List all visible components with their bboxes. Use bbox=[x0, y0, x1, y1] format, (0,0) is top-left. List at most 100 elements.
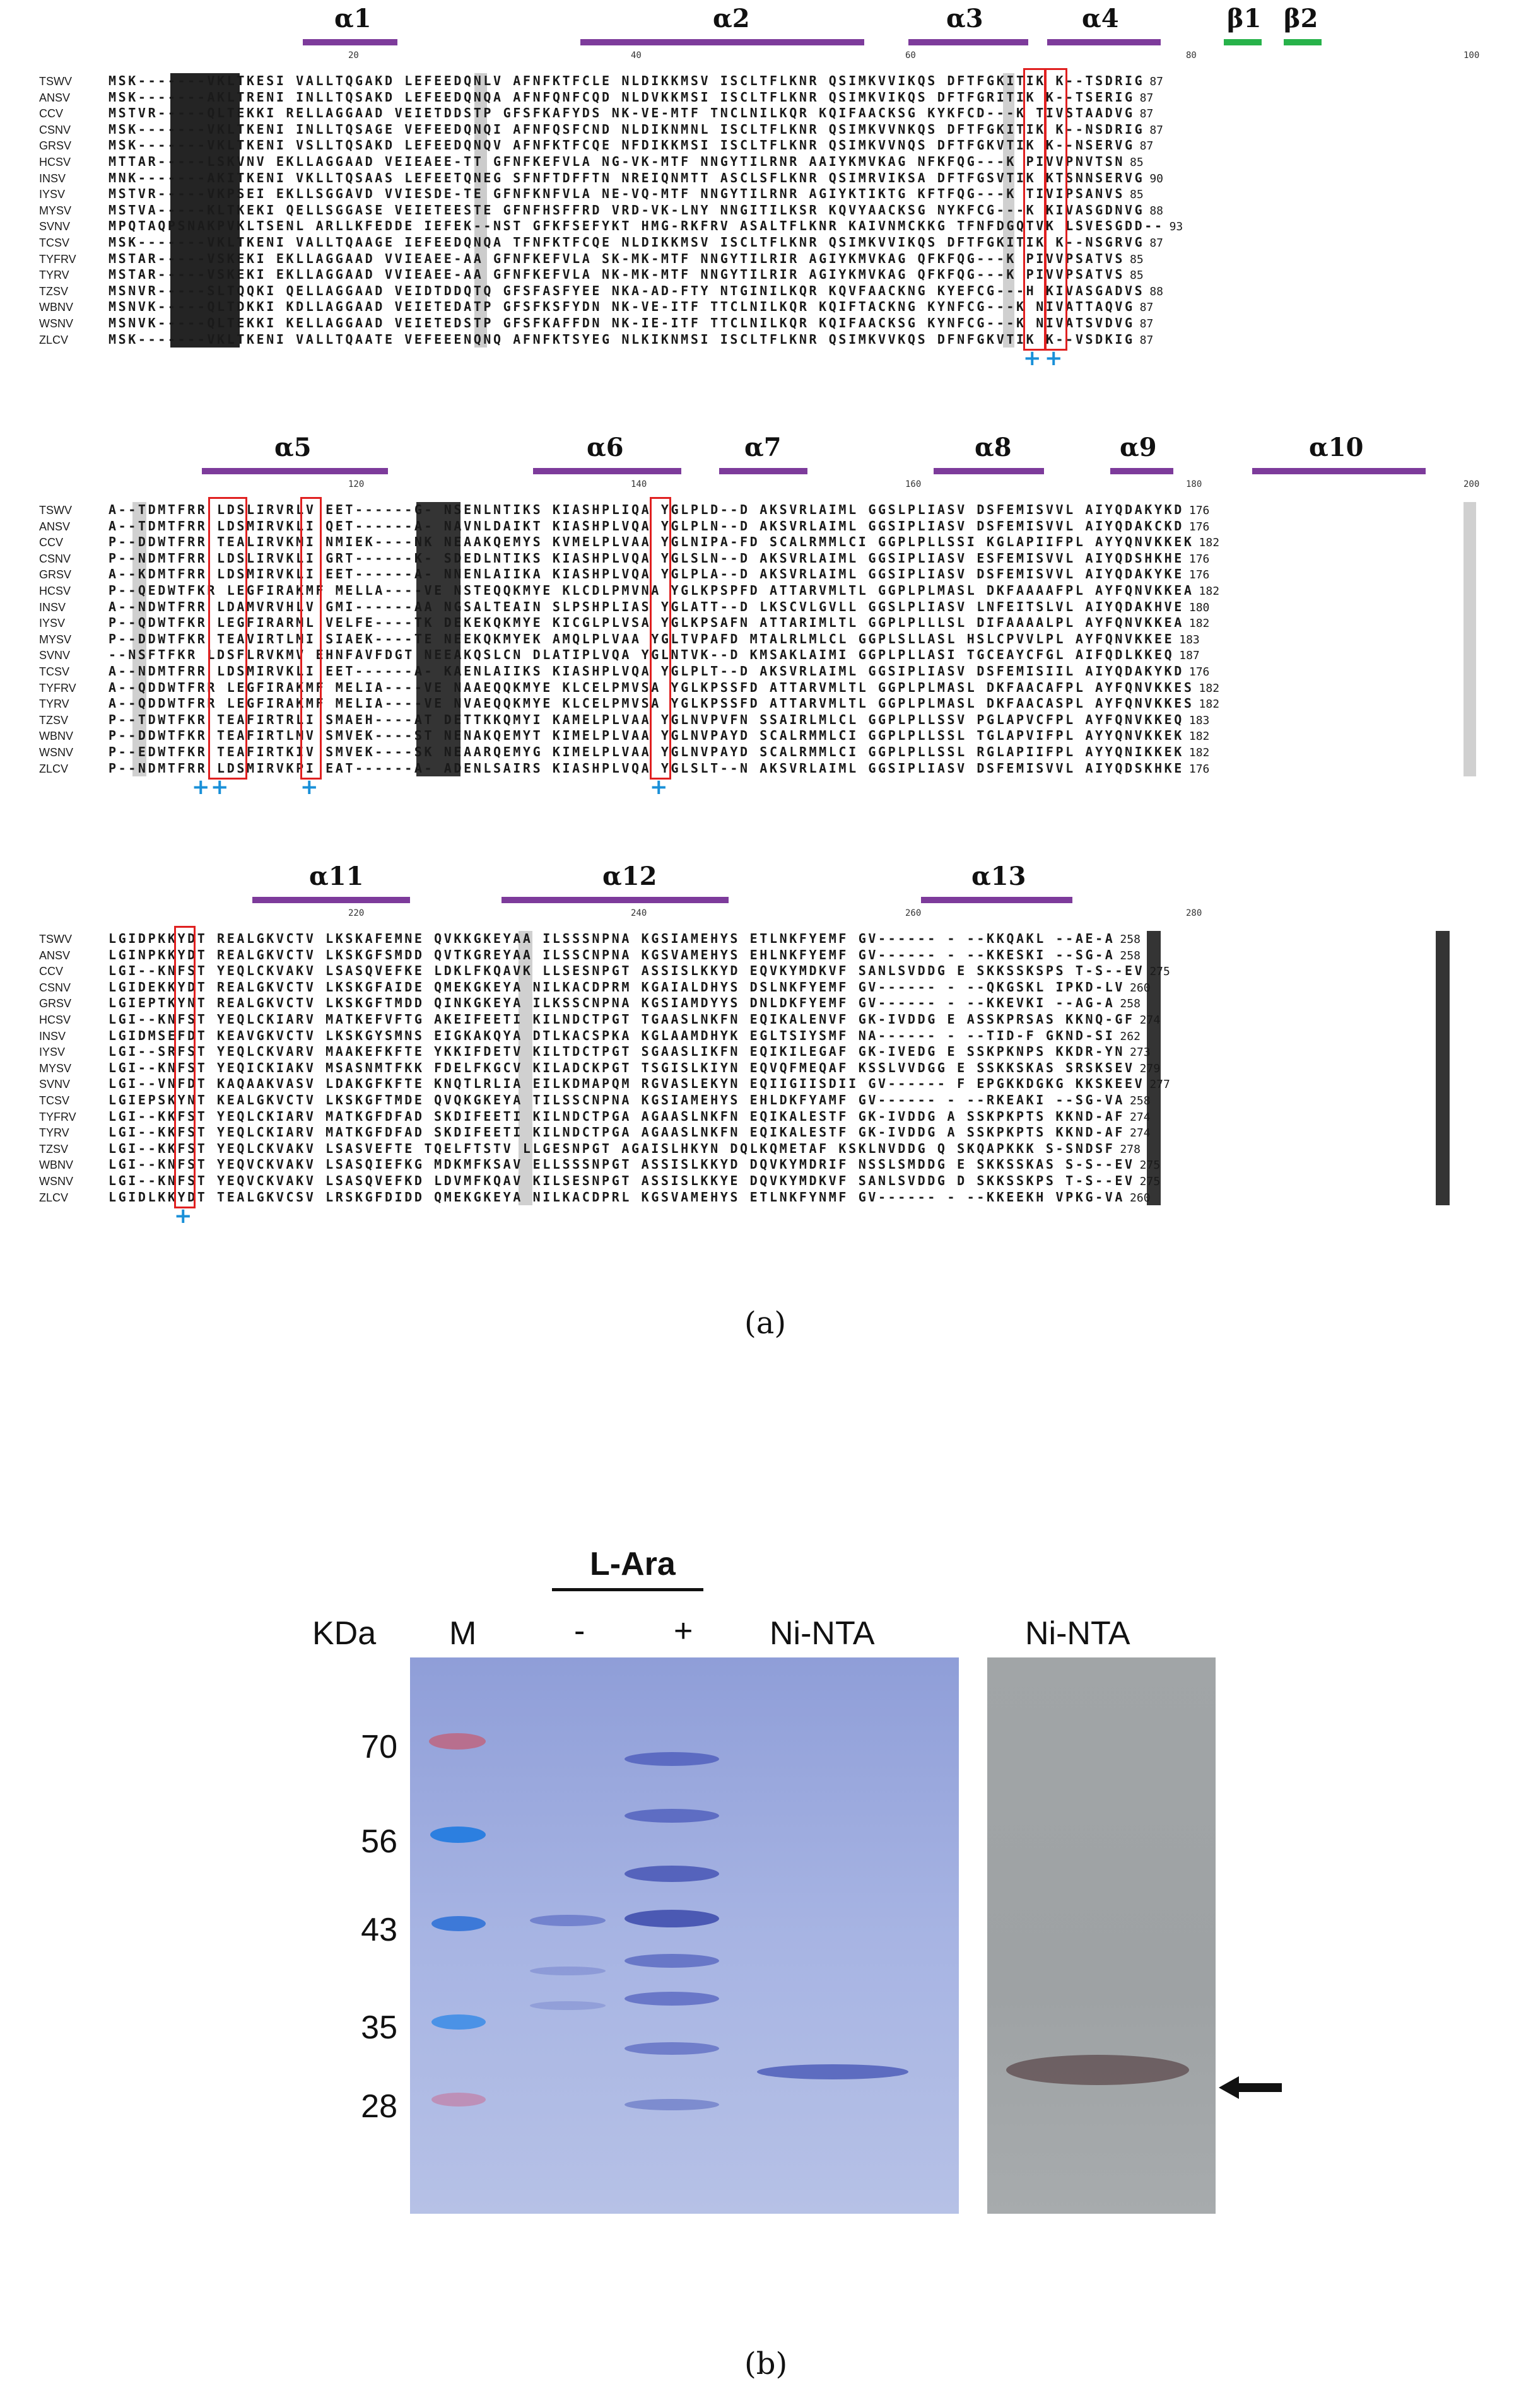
block1-rows: TSWV MSK-------VKLTKESI VALLTQGAKD LEFEED… bbox=[39, 73, 1183, 348]
alignment-row: ANSV MSK-------AKLTRENI INLLTQSAKD LEFEED… bbox=[39, 89, 1154, 105]
alignment-row: ANSV LGINPKKYDT REALGKVCTV LKSKGFSMDD QVT… bbox=[39, 947, 1141, 962]
alignment-row: TZSV LGI--KKFST YEQLCKVAKV LSASVEFTE TQEL… bbox=[39, 1140, 1141, 1156]
ruler-280: 280 bbox=[1186, 908, 1202, 918]
western-blot bbox=[987, 1657, 1216, 2214]
ruler-180: 180 bbox=[1186, 479, 1202, 489]
panel-b-gel: L-Ara KDa M - + Ni-NTA Ni-NTA 70 56 43 3… bbox=[0, 1470, 1531, 2408]
mw-marker-56: 56 bbox=[361, 1823, 397, 1860]
lane-label-ni-nta-blot: Ni-NTA bbox=[1025, 1615, 1130, 1652]
induced-band bbox=[625, 2042, 719, 2055]
bar-alpha7 bbox=[719, 468, 807, 474]
coomassie-gel bbox=[410, 1657, 959, 2214]
ruler-60: 60 bbox=[905, 50, 916, 61]
alignment-row: TSWV MSK-------VKLTKESI VALLTQGAKD LEFEED… bbox=[39, 73, 1163, 88]
marker-band-35 bbox=[431, 2014, 486, 2030]
alignment-row: ANSV A--TDMTFRR LDSMIRVKLI QET------A- NA… bbox=[39, 518, 1210, 534]
block2-conserved-dark bbox=[416, 502, 460, 776]
alignment-row: TYFRV A--QDDWTFRR LEGFIRAKMF MELIA----VE … bbox=[39, 679, 1220, 695]
lane-label-marker: M bbox=[449, 1615, 477, 1652]
alignment-row: ZLCV P--NDMTFRR LDSMIRVKPI EAT------A- AD… bbox=[39, 760, 1210, 776]
alignment-row: MYSV LGI--KNFST YEQICKIAKV MSASNMTFKK FDE… bbox=[39, 1060, 1161, 1075]
mw-marker-70: 70 bbox=[361, 1729, 397, 1765]
block3-conserved-dark2 bbox=[1436, 931, 1450, 1205]
highlight-box bbox=[1045, 68, 1067, 351]
alignment-row: CCV MSTVR-----QLTEKKI RELLAGGAAD VEIETDDS… bbox=[39, 105, 1154, 121]
highlight-box bbox=[1023, 68, 1046, 351]
band-arrow bbox=[1219, 2076, 1282, 2099]
alignment-row: SVNV --NSFTFKR LDSFLRVKMV EHNFAVFDGT NEEA… bbox=[39, 647, 1200, 663]
block2-structure-header: α5 α6 α7 α8 α9 α10 120 140 160 180 200 bbox=[0, 429, 1531, 498]
block1-structure-header: α1 α2 α3 α4 β1 β2 20 40 60 80 100 bbox=[0, 0, 1531, 69]
highlight-box bbox=[300, 497, 322, 780]
block1-gray-col bbox=[474, 73, 487, 348]
marker-band-28 bbox=[431, 2093, 486, 2107]
alignment-row: IYSV MSTVR-----VKPSEI EKLLSGGAVD VVIESDE-… bbox=[39, 186, 1144, 202]
lane-label-plus: + bbox=[674, 1613, 693, 1649]
marker-band-56 bbox=[430, 1826, 486, 1843]
alignment-row: SVNV LGI--VNFDT KAQAAKVASV LDAKGFKFTE KNQ… bbox=[39, 1076, 1170, 1092]
induced-band bbox=[625, 1954, 719, 1968]
alignment-row: WBNV LGI--KNFST YEQVCKVAKV LSASQIEFKG MDK… bbox=[39, 1157, 1161, 1172]
positive-residue-marker: + bbox=[650, 774, 668, 800]
alignment-row: TCSV A--NDMTFRR LDSMIRVKLI EET------A- KA… bbox=[39, 663, 1210, 679]
positive-residue-marker: + bbox=[300, 774, 319, 800]
block3-conserved-dark bbox=[1147, 931, 1161, 1205]
positive-residue-marker: + bbox=[1023, 346, 1041, 371]
alignment-row: GRSV LGIEPTKYNT REALGKVCTV LKSKGFTMDD QIN… bbox=[39, 995, 1141, 1011]
alignment-row: TYRV A--QDDWTFRR LEGFIRAKMF MELIA----VE N… bbox=[39, 696, 1220, 711]
lane-label-ni-nta-gel: Ni-NTA bbox=[770, 1615, 875, 1652]
highlight-box bbox=[650, 497, 671, 780]
block3-structure-header: α11 α12 α13 220 240 260 280 bbox=[0, 858, 1531, 927]
alignment-row: TYFRV LGI--KKFST YEQLCKIARV MATKGFDFAD SK… bbox=[39, 1108, 1151, 1124]
alignment-row: TZSV MSNVR-----SLTQQKI QELLAGGAAD VEIDTDD… bbox=[39, 283, 1163, 298]
bar-alpha5 bbox=[202, 468, 388, 474]
label-beta2: β2 bbox=[1284, 4, 1318, 33]
label-alpha4: α4 bbox=[1082, 4, 1119, 33]
label-alpha5: α5 bbox=[274, 433, 312, 462]
bar-alpha12 bbox=[502, 897, 729, 903]
alignment-row: IYSV P--QDWTFKR LEGFIRARML VELFE----TK DE… bbox=[39, 615, 1210, 631]
bar-alpha10 bbox=[1252, 468, 1426, 474]
alignment-row: CCV P--DDWTFRR TEALIRVKMI NMIEK----NK NEA… bbox=[39, 534, 1220, 550]
alignment-row: MYSV MSTVA-----KLTKEKI QELLSGGASE VEIETEE… bbox=[39, 202, 1163, 218]
alignment-row: TCSV LGIEPSKYNT KEALGKVCTV LKSKGFTMDE QVQ… bbox=[39, 1092, 1151, 1108]
label-alpha11: α11 bbox=[309, 862, 364, 891]
bar-beta1 bbox=[1224, 39, 1262, 45]
bar-alpha8 bbox=[934, 468, 1044, 474]
arrow-icon bbox=[1219, 2076, 1282, 2099]
alignment-row: TSWV A--TDMTFRR LDSLIRVRLV EET------G- NS… bbox=[39, 502, 1210, 517]
bar-alpha4 bbox=[1047, 39, 1161, 45]
label-alpha2: α2 bbox=[713, 4, 750, 33]
induced-band bbox=[625, 1992, 719, 2006]
caption-b: (b) bbox=[744, 2346, 788, 2382]
l-ara-underline bbox=[552, 1588, 703, 1591]
induced-band bbox=[625, 1752, 719, 1766]
label-alpha13: α13 bbox=[971, 862, 1026, 891]
highlight-box bbox=[174, 926, 196, 1208]
marker-band-43 bbox=[431, 1916, 486, 1931]
uninduced-band bbox=[530, 1967, 606, 1975]
bar-alpha6 bbox=[533, 468, 681, 474]
alignment-row: TYRV LGI--KKFST YEQLCKIARV MATKGFDFAD SKD… bbox=[39, 1125, 1151, 1140]
mw-marker-35: 35 bbox=[361, 2009, 397, 2046]
alignment-row: ZLCV MSK-------VKLTKENI VALLTQAATE VEFEEE… bbox=[39, 331, 1154, 347]
alignment-row: INSV A--NDWTFRR LDAMVRVHLV GMI------AA NG… bbox=[39, 599, 1210, 614]
induced-band bbox=[625, 1866, 719, 1882]
alignment-row: CSNV MSK-------VKLTKENI INLLTQSAGE VEFEED… bbox=[39, 121, 1163, 137]
alignment-row: HCSV LGI--KNFST YEQLCKIARV MATKEFVFTG AKE… bbox=[39, 1011, 1161, 1027]
alignment-row: HCSV P--QEDWTFKR LEGFIRAKMF MELLA----VE N… bbox=[39, 582, 1220, 598]
alignment-row: GRSV MSK-------VKLTKENI VSLLTQSAKD LEFEED… bbox=[39, 137, 1154, 153]
induced-band bbox=[625, 1910, 719, 1927]
alignment-row: IYSV LGI--SRFST YEQLCKVARV MAAKEFKFTE YKK… bbox=[39, 1044, 1151, 1060]
mw-marker-43: 43 bbox=[361, 1912, 397, 1948]
alignment-row: ZLCV LGIDLKKYDT TEALGKVCSV LRSKGFDIDD QME… bbox=[39, 1189, 1151, 1205]
ruler-240: 240 bbox=[631, 908, 647, 918]
uninduced-band bbox=[530, 2001, 606, 2010]
bar-alpha9 bbox=[1110, 468, 1173, 474]
lane-label-minus: - bbox=[574, 1613, 585, 1649]
block1-conserved-dark bbox=[170, 73, 240, 348]
l-ara-label: L-Ara bbox=[590, 1546, 676, 1582]
alignment-row: CSNV LGIDEKKYDT REALGKVCTV LKSKGFAIDE QME… bbox=[39, 979, 1151, 995]
uninduced-band bbox=[530, 1915, 606, 1926]
label-alpha9: α9 bbox=[1120, 433, 1157, 462]
